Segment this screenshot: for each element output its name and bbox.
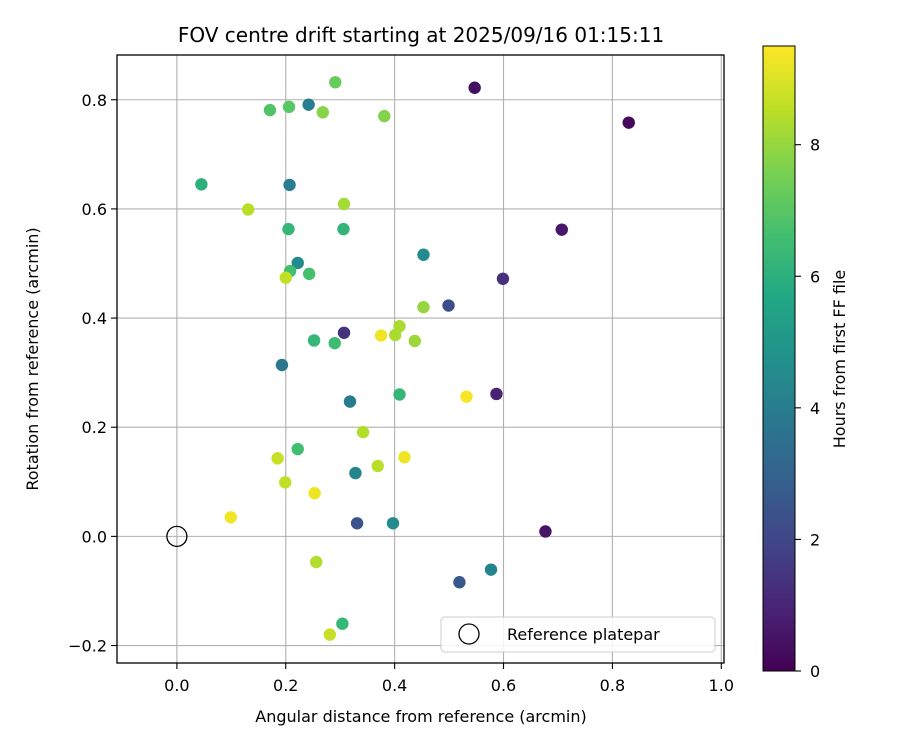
data-point: [349, 466, 362, 480]
data-point: [484, 563, 498, 576]
data-point: [329, 76, 342, 89]
plot-frame: [116, 54, 725, 664]
data-point: [302, 98, 315, 111]
data-point: [371, 459, 384, 473]
y-axis-title: Rotation from reference (arcmin): [23, 227, 42, 490]
x-tick-label: 0.8: [600, 676, 625, 695]
data-point: [308, 487, 321, 500]
legend-reference-marker: [458, 623, 480, 645]
x-tick-label: 0.4: [382, 676, 407, 695]
data-point: [283, 178, 296, 192]
data-point: [460, 390, 473, 403]
colorbar-tick-label: 4: [810, 399, 820, 418]
data-point: [374, 329, 388, 342]
data-point: [282, 100, 296, 114]
data-point: [496, 272, 510, 285]
data-point: [307, 334, 321, 347]
legend: Reference platepar: [440, 616, 716, 653]
data-point: [378, 109, 391, 123]
x-tick-label: 0.0: [164, 676, 189, 695]
data-point: [291, 256, 304, 270]
legend-reference-label: Reference platepar: [507, 625, 660, 644]
data-point: [279, 271, 292, 284]
colorbar-tick-label: 0: [810, 662, 820, 681]
data-point: [539, 525, 552, 538]
reference-marker-group: [166, 525, 188, 548]
data-point: [356, 425, 370, 439]
data-point: [490, 387, 503, 401]
y-tick-label: 0.0: [82, 527, 107, 546]
data-point: [442, 299, 455, 312]
colorbar: 0 2 4 6 8 Hours from first FF file: [762, 45, 849, 681]
data-point: [310, 555, 323, 569]
data-point: [328, 336, 341, 350]
data-point: [337, 222, 350, 236]
colorbar-tick-label: 6: [810, 267, 820, 286]
chart-title: FOV centre drift starting at 2025/09/16 …: [178, 23, 664, 47]
data-point: [622, 116, 635, 129]
x-axis: 0.0 0.2 0.4 0.6 0.8 1.0: [164, 663, 734, 695]
grid-lines: [117, 55, 724, 663]
reference-marker: [166, 525, 188, 548]
data-point: [350, 517, 364, 530]
data-point: [453, 576, 466, 589]
data-point: [408, 334, 421, 348]
data-point: [275, 358, 289, 372]
legend-box: [440, 616, 716, 653]
data-point: [417, 300, 430, 314]
data-point: [316, 106, 329, 119]
data-point: [343, 395, 357, 408]
data-point: [282, 222, 295, 236]
data-point: [417, 248, 430, 261]
y-tick-label: 0.6: [82, 200, 107, 219]
data-point: [398, 451, 411, 464]
y-tick-label: 0.4: [82, 309, 107, 328]
y-tick-label: −0.2: [68, 637, 107, 656]
y-tick-label: 0.8: [82, 91, 107, 110]
colorbar-title: Hours from first FF file: [830, 270, 849, 449]
data-point: [337, 197, 351, 211]
data-point: [224, 511, 237, 524]
data-point: [336, 617, 349, 630]
colorbar-gradient: [762, 45, 796, 672]
data-point: [337, 326, 351, 340]
colorbar-ticks: 0 2 4 6 8: [795, 136, 820, 681]
colorbar-tick-label: 8: [810, 136, 820, 155]
data-point: [291, 442, 304, 456]
data-point: [263, 103, 277, 117]
x-tick-label: 1.0: [709, 676, 734, 695]
data-point: [241, 203, 255, 216]
data-point: [388, 328, 402, 342]
data-point: [271, 452, 284, 465]
x-tick-label: 0.2: [273, 676, 298, 695]
data-point: [302, 267, 316, 281]
data-points: [195, 76, 635, 641]
data-point: [323, 628, 337, 641]
data-point: [555, 223, 568, 236]
colorbar-tick-label: 2: [810, 530, 820, 549]
data-point: [195, 178, 208, 191]
data-point: [468, 81, 481, 94]
x-tick-label: 0.6: [491, 676, 516, 695]
data-point: [386, 517, 400, 530]
y-axis: −0.2 0.0 0.2 0.4 0.6 0.8: [68, 91, 117, 656]
data-point: [279, 476, 292, 489]
data-point: [393, 388, 406, 401]
y-tick-label: 0.2: [82, 418, 107, 437]
x-axis-title: Angular distance from reference (arcmin): [255, 707, 586, 726]
